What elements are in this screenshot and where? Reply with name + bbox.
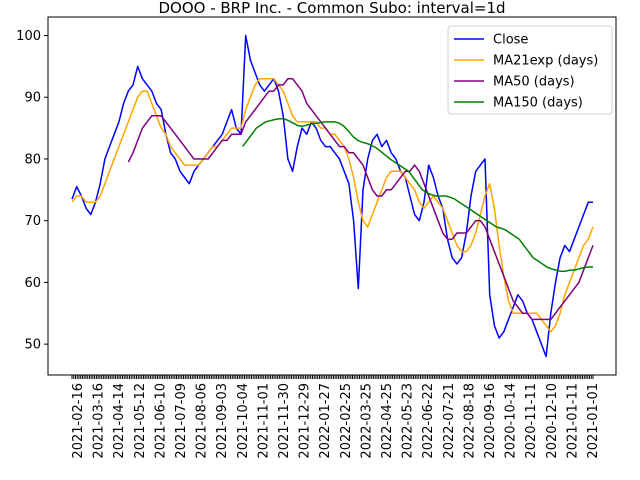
x-tick-label: 2022-04-25 (380, 383, 395, 459)
x-tick-label: 2021-11-01 (256, 383, 271, 459)
x-tick-label: 2022-07-21 (442, 383, 457, 459)
x-tick-label: 2021-01-11 (565, 383, 580, 459)
x-tick-label: 2021-08-06 (195, 383, 210, 459)
chart-title: DOOO - BRP Inc. - Common Subo: interval=… (158, 0, 505, 17)
x-tick-label: 2022-06-22 (421, 383, 436, 459)
x-tick-label: 2020-10-14 (504, 383, 519, 459)
legend-label: MA21exp (days) (493, 54, 598, 69)
legend-label: MA150 (days) (493, 96, 583, 111)
series-line-ma150-days (241, 118, 593, 273)
x-tick-label: 2021-09-03 (215, 383, 230, 459)
x-tick-label: 2021-12-29 (298, 383, 313, 459)
series-line-close (71, 34, 593, 358)
y-tick-label: 70 (24, 214, 41, 229)
legend-label: Close (493, 33, 528, 48)
x-tick-label: 2022-03-25 (359, 383, 374, 459)
x-tick-label: 2021-03-16 (92, 383, 107, 459)
x-tick-label: 2021-02-16 (71, 383, 86, 459)
series-line-ma21exp-days (71, 77, 594, 333)
x-tick-label: 2021-10-04 (236, 383, 251, 459)
y-tick-label: 80 (24, 152, 41, 167)
y-tick-label: 50 (24, 338, 41, 353)
x-tick-label: 2020-09-16 (483, 383, 498, 459)
x-axis: 2021-02-16 2021-03-16 2021-04-14 2021-05-12… (71, 375, 601, 459)
x-tick-label: 2022-05-23 (401, 383, 416, 459)
series-line-ma50-days (127, 77, 594, 321)
x-tick-label: 2021-06-10 (153, 383, 168, 459)
x-tick-label: 2022-02-25 (339, 383, 354, 459)
x-tick-label: 2020-11-11 (524, 383, 539, 459)
y-axis: 50 60 70 80 90 100 (16, 29, 48, 353)
series-layer (71, 34, 594, 358)
x-tick-label: 2021-07-09 (174, 383, 189, 459)
legend: Close MA21exp (days) MA50 (days) MA150 (day… (447, 25, 613, 115)
legend-label: MA50 (days) (493, 75, 575, 90)
x-tick-label: 2021-05-12 (133, 383, 148, 459)
x-tick-label: 2022-01-27 (318, 383, 333, 459)
x-tick-label: 2021-11-30 (277, 383, 292, 459)
x-tick-label: 2021-01-01 (586, 383, 601, 459)
x-tick-label: 2020-12-10 (545, 383, 560, 459)
y-tick-label: 60 (24, 276, 41, 291)
y-tick-label: 100 (16, 29, 41, 44)
x-tick-label: 2022-08-18 (462, 383, 477, 459)
y-tick-label: 90 (24, 91, 41, 106)
legend-box (447, 25, 613, 115)
x-tick-label: 2021-04-14 (112, 383, 127, 459)
